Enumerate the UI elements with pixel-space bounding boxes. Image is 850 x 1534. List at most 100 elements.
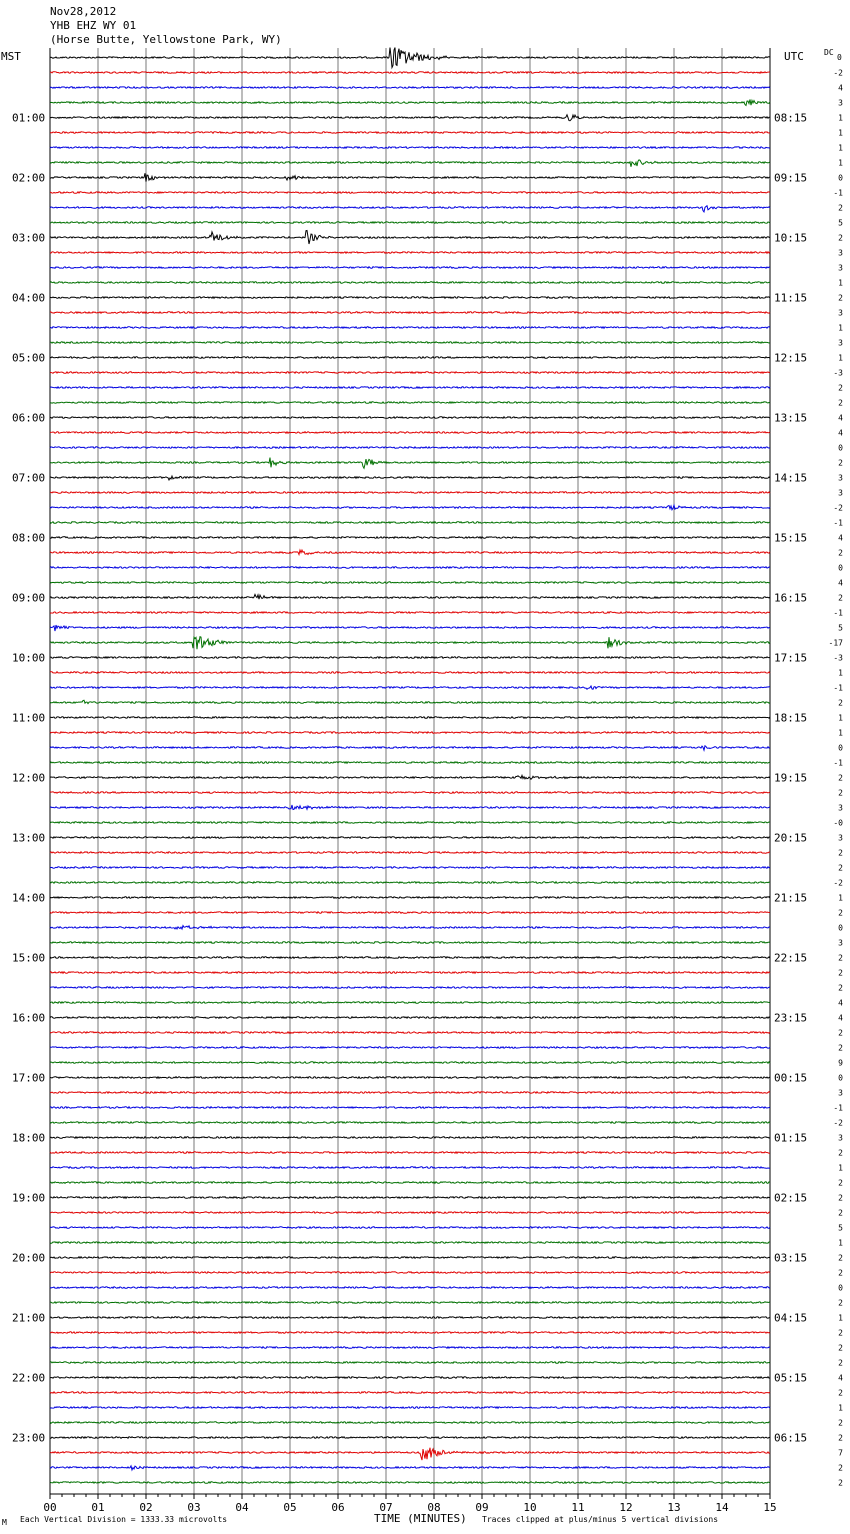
dc-offset-value: 0 <box>838 174 843 183</box>
clip-note: Traces clipped at plus/minus 5 vertical … <box>482 1515 719 1524</box>
dc-offset-value: 3 <box>838 339 843 348</box>
scale-note: Each Vertical Division = 1333.33 microvo… <box>20 1515 228 1524</box>
mst-hour-label: 20:00 <box>12 1252 45 1265</box>
seismic-trace <box>49 280 771 285</box>
seismic-trace <box>49 265 771 270</box>
seismic-trace <box>49 635 771 650</box>
utc-hour-label: 13:15 <box>774 412 807 425</box>
x-tick-label: 13 <box>667 1501 680 1514</box>
dc-offset-value: 0 <box>838 564 843 573</box>
dc-offset-value: 2 <box>838 1479 843 1488</box>
seismic-trace <box>49 1435 771 1440</box>
dc-offset-value: 2 <box>838 1434 843 1443</box>
seismic-trace <box>49 474 771 482</box>
dc-offset-value: 2 <box>838 1389 843 1398</box>
dc-offset-value: 2 <box>838 1179 843 1188</box>
corner-mark: M <box>2 1518 7 1527</box>
dc-offset-value: 3 <box>838 1134 843 1143</box>
dc-offset-value: 2 <box>838 1044 843 1053</box>
dc-offset-value: 2 <box>838 1194 843 1203</box>
seismic-trace <box>49 445 771 450</box>
seismic-trace <box>49 895 771 900</box>
dc-offset-value: 2 <box>838 699 843 708</box>
seismic-trace <box>49 790 771 795</box>
dc-offset-value: 2 <box>838 399 843 408</box>
seismic-trace <box>49 1000 771 1005</box>
seismic-trace <box>49 1345 771 1350</box>
seismic-trace <box>49 804 771 811</box>
seismic-trace <box>49 1060 771 1065</box>
mst-hour-label: 23:00 <box>12 1432 45 1445</box>
dc-offset-value: 2 <box>838 909 843 918</box>
utc-hour-label: 05:15 <box>774 1372 807 1385</box>
dc-offset-value: 2 <box>838 204 843 213</box>
dc-offset-value: 2 <box>838 789 843 798</box>
dc-offset-value: 2 <box>838 384 843 393</box>
utc-hour-label: 10:15 <box>774 232 807 245</box>
dc-offset-value: -3 <box>833 654 843 663</box>
mst-hour-label: 19:00 <box>12 1192 45 1205</box>
seismic-trace <box>49 1210 771 1215</box>
seismic-trace <box>49 565 771 570</box>
dc-offset-value: 4 <box>838 999 843 1008</box>
x-tick-label: 15 <box>763 1501 776 1514</box>
dc-offset-value: 7 <box>838 1449 843 1458</box>
seismic-trace <box>49 580 771 585</box>
seismic-trace <box>49 340 771 345</box>
seismic-trace <box>49 970 771 975</box>
seismic-trace <box>49 760 771 765</box>
seismic-trace <box>49 1180 771 1185</box>
mst-hour-label: 17:00 <box>12 1072 45 1085</box>
mst-hour-label: 15:00 <box>12 952 45 965</box>
dc-offset-value: 3 <box>838 804 843 813</box>
dc-offset-value: -2 <box>833 1119 843 1128</box>
dc-offset-value: 1 <box>838 114 843 123</box>
seismic-trace <box>49 1225 771 1230</box>
seismic-trace <box>49 1255 771 1260</box>
utc-hour-label: 19:15 <box>774 772 807 785</box>
minute-gridlines <box>49 48 771 1494</box>
utc-hour-label: 09:15 <box>774 172 807 185</box>
dc-offset-value: 3 <box>838 489 843 498</box>
dc-offset-value: 0 <box>838 1074 843 1083</box>
utc-hour-label: 02:15 <box>774 1192 807 1205</box>
dc-offset-value: 1 <box>838 1314 843 1323</box>
mst-hour-label: 04:00 <box>12 292 45 305</box>
dc-offset-value: 3 <box>838 834 843 843</box>
mst-hour-label: 12:00 <box>12 772 45 785</box>
header-location: (Horse Butte, Yellowstone Park, WY) <box>50 33 282 46</box>
seismic-trace <box>49 1150 771 1155</box>
dc-offset-value: -1 <box>833 189 843 198</box>
mst-hour-label: 13:00 <box>12 832 45 845</box>
seismic-trace <box>49 130 771 135</box>
mst-hour-label: 01:00 <box>12 112 45 125</box>
x-tick-label: 10 <box>523 1501 536 1514</box>
seismic-trace <box>49 820 771 825</box>
x-tick-label: 01 <box>91 1501 104 1514</box>
mst-hour-label: 22:00 <box>12 1372 45 1385</box>
x-tick-label: 06 <box>331 1501 344 1514</box>
dc-offset-value: 2 <box>838 1464 843 1473</box>
seismic-trace <box>49 85 771 90</box>
seismic-trace <box>49 370 771 375</box>
dc-offset-value: 2 <box>838 234 843 243</box>
seismic-trace <box>49 730 771 735</box>
dc-offset-value: 1 <box>838 1404 843 1413</box>
dc-offset-value: -1 <box>833 684 843 693</box>
dc-offset-value: 2 <box>838 954 843 963</box>
seismic-trace <box>49 1120 771 1125</box>
seismic-trace <box>49 715 771 720</box>
dc-offset-value: -1 <box>833 519 843 528</box>
dc-offset-value: 1 <box>838 1239 843 1248</box>
dc-offset-value: 2 <box>838 969 843 978</box>
mst-hour-label: 07:00 <box>12 472 45 485</box>
right-timezone-label: UTC <box>784 50 804 63</box>
dc-offset-value: -0 <box>833 819 843 828</box>
dc-offset-value: 4 <box>838 534 843 543</box>
seismic-trace <box>49 1390 771 1395</box>
dc-offset-value: 2 <box>838 1344 843 1353</box>
dc-offset-value: -2 <box>833 69 843 78</box>
seismic-trace <box>49 850 771 855</box>
seismic-trace <box>49 593 771 600</box>
x-tick-label: 07 <box>379 1501 392 1514</box>
